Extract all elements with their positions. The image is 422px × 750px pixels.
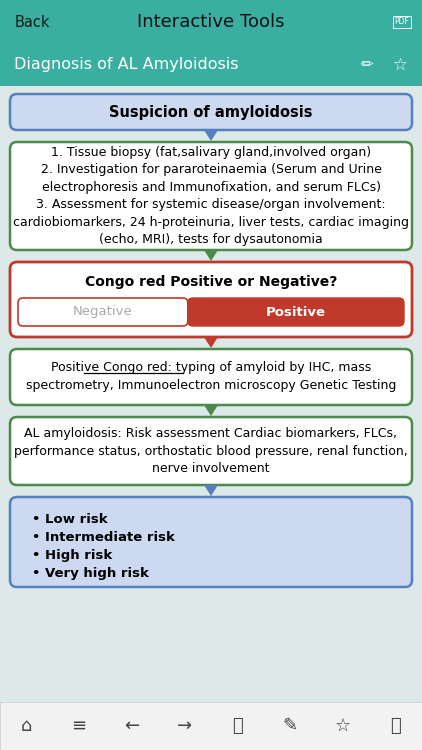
FancyBboxPatch shape bbox=[0, 44, 422, 86]
Text: Back: Back bbox=[15, 15, 51, 30]
FancyBboxPatch shape bbox=[10, 94, 412, 130]
Polygon shape bbox=[204, 405, 218, 416]
Polygon shape bbox=[204, 485, 218, 496]
Text: Negative: Negative bbox=[73, 305, 133, 319]
FancyBboxPatch shape bbox=[10, 497, 412, 587]
Text: ⓘ: ⓘ bbox=[390, 717, 401, 735]
FancyBboxPatch shape bbox=[0, 702, 422, 750]
Text: Interactive Tools: Interactive Tools bbox=[137, 13, 285, 31]
Text: spectrometry, Immunoelectron microscopy Genetic Testing: spectrometry, Immunoelectron microscopy … bbox=[26, 379, 396, 392]
Text: Suspicion of amyloidosis: Suspicion of amyloidosis bbox=[109, 104, 313, 119]
Text: • Very high risk: • Very high risk bbox=[32, 567, 149, 580]
FancyBboxPatch shape bbox=[18, 298, 188, 326]
Text: ⌂: ⌂ bbox=[21, 717, 32, 735]
Text: AL amyloidosis: Risk assessment Cardiac biomarkers, FLCs,
performance status, or: AL amyloidosis: Risk assessment Cardiac … bbox=[14, 427, 408, 475]
Polygon shape bbox=[204, 250, 218, 261]
Text: ⌕: ⌕ bbox=[232, 717, 243, 735]
FancyBboxPatch shape bbox=[10, 417, 412, 485]
Polygon shape bbox=[204, 337, 218, 348]
FancyBboxPatch shape bbox=[188, 298, 404, 326]
Text: • Intermediate risk: • Intermediate risk bbox=[32, 531, 175, 544]
Text: Congo red Positive or Negative?: Congo red Positive or Negative? bbox=[85, 275, 337, 289]
Text: →: → bbox=[177, 717, 192, 735]
FancyBboxPatch shape bbox=[10, 262, 412, 337]
Text: PDF: PDF bbox=[395, 17, 409, 26]
Text: ✎: ✎ bbox=[283, 717, 298, 735]
FancyBboxPatch shape bbox=[0, 0, 422, 44]
Text: ←: ← bbox=[124, 717, 139, 735]
Text: ☆: ☆ bbox=[335, 717, 351, 735]
FancyBboxPatch shape bbox=[10, 349, 412, 405]
FancyBboxPatch shape bbox=[10, 142, 412, 250]
Text: Positive Congo red: typing of amyloid by IHC, mass: Positive Congo red: typing of amyloid by… bbox=[51, 361, 371, 374]
Text: ☆: ☆ bbox=[392, 56, 407, 74]
Text: Diagnosis of AL Amyloidosis: Diagnosis of AL Amyloidosis bbox=[14, 58, 238, 73]
Text: Positive: Positive bbox=[266, 305, 326, 319]
Text: 1. Tissue biopsy (fat,salivary gland,involved organ)
2. Investigation for pararo: 1. Tissue biopsy (fat,salivary gland,inv… bbox=[13, 146, 409, 246]
Text: ≡: ≡ bbox=[72, 717, 87, 735]
Text: • High risk: • High risk bbox=[32, 549, 112, 562]
Polygon shape bbox=[204, 130, 218, 141]
Text: • Low risk: • Low risk bbox=[32, 513, 108, 526]
Text: ✏: ✏ bbox=[361, 58, 373, 73]
